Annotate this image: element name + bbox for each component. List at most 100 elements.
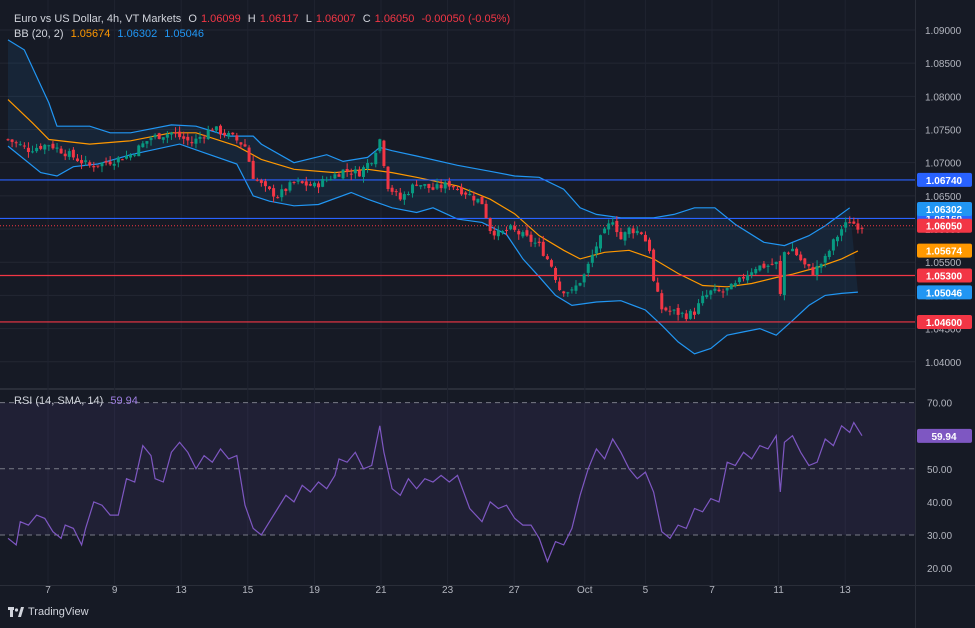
candle-body	[468, 193, 472, 196]
time-tick-label: 13	[176, 585, 188, 596]
price-axis-badge-label: 1.05046	[926, 288, 963, 299]
candle-body	[227, 132, 231, 137]
candle-body	[570, 289, 574, 291]
candle-body	[329, 179, 333, 181]
candle-body	[709, 290, 713, 295]
bb-basis-value: 1.05674	[70, 28, 111, 40]
candle-body	[255, 179, 259, 181]
candle-body	[819, 263, 823, 268]
candle-body	[549, 260, 553, 267]
candle-body	[815, 265, 819, 276]
candle-body	[120, 159, 124, 161]
candle-body	[505, 229, 509, 231]
candle-body	[133, 154, 137, 156]
candle-body	[460, 187, 464, 195]
price-tick-label: 1.07500	[925, 126, 962, 137]
price-axis-badge-label: 1.06050	[926, 222, 963, 233]
candle-body	[272, 188, 276, 197]
candle-body	[43, 144, 47, 150]
candle-body	[423, 184, 427, 186]
candle-body	[259, 180, 263, 183]
candle-body	[390, 187, 394, 192]
candle-body	[533, 242, 537, 244]
open-label: O	[188, 13, 197, 25]
rsi-band-fill	[0, 402, 915, 535]
candle-body	[721, 291, 725, 293]
candle-body	[357, 170, 361, 177]
bb-legend: BB (20, 2) 1.05674 1.06302 1.05046	[14, 28, 208, 40]
candle-body	[513, 226, 517, 230]
candle-body	[210, 129, 214, 131]
candle-body	[35, 147, 39, 152]
candle-body	[484, 203, 488, 218]
candle-body	[169, 132, 173, 135]
candle-body	[562, 291, 566, 294]
candle-body	[292, 181, 296, 183]
candle-body	[476, 198, 480, 203]
time-tick-label: 21	[375, 585, 387, 596]
price-tick-label: 1.07000	[925, 159, 962, 170]
price-axis-badge	[917, 218, 972, 233]
rsi-tick-label: 50.00	[927, 465, 952, 476]
candle-body	[218, 125, 222, 135]
candle-body	[619, 231, 623, 240]
candle-body	[361, 167, 365, 177]
candle-body	[692, 311, 696, 315]
candle-body	[243, 144, 247, 147]
candle-body	[325, 179, 329, 181]
candle-body	[590, 254, 594, 263]
candle-body	[100, 162, 104, 167]
candle-body	[525, 230, 529, 236]
candle-body	[464, 192, 468, 195]
candle-body	[848, 222, 852, 224]
candle-body	[778, 260, 782, 294]
candle-body	[288, 182, 292, 191]
candle-body	[239, 142, 243, 145]
rsi-tick-label: 30.00	[927, 531, 952, 542]
candle-body	[247, 147, 251, 162]
candle-body	[807, 264, 811, 267]
candle-body	[594, 246, 598, 254]
candle-body	[96, 165, 100, 167]
candle-body	[827, 250, 831, 258]
price-tick-label: 1.06500	[925, 192, 962, 203]
candle-body	[713, 288, 717, 291]
candle-body	[799, 254, 803, 261]
candle-body	[554, 267, 558, 280]
candle-body	[165, 134, 169, 138]
candle-body	[75, 158, 79, 162]
candle-body	[701, 295, 705, 304]
close-label: C	[362, 13, 371, 25]
high-label: H	[247, 13, 256, 25]
candle-body	[382, 140, 386, 167]
candle-body	[509, 225, 513, 230]
time-tick-label: 23	[442, 585, 454, 596]
candle-body	[374, 152, 378, 165]
rsi-tick-label: 20.00	[927, 564, 952, 575]
candle-body	[447, 181, 451, 187]
axes: 1.09000 1.08500 1.08000 1.07500 1.07000 1.065…	[45, 26, 972, 596]
candle-body	[280, 189, 284, 198]
candle-body	[668, 310, 672, 312]
bb-lower-value: 1.05046	[164, 28, 205, 40]
price-tick-label: 1.08000	[925, 92, 962, 103]
rsi-value: 59.94	[110, 395, 138, 407]
pane-separator	[0, 388, 915, 390]
tradingview-logo[interactable]: TradingView	[8, 606, 89, 618]
candle-body	[55, 147, 59, 149]
candle-body	[406, 194, 410, 196]
candle-body	[71, 149, 75, 158]
candle-body	[67, 151, 71, 157]
candle-body	[251, 160, 255, 179]
candle-body	[684, 313, 688, 320]
open-value: 1.06099	[200, 13, 241, 25]
candle-body	[341, 169, 345, 179]
candle-body	[337, 174, 341, 177]
candle-body	[366, 163, 370, 169]
candle-body	[782, 252, 786, 296]
candle-body	[603, 228, 607, 234]
bb-name: BB (20, 2)	[14, 28, 64, 40]
